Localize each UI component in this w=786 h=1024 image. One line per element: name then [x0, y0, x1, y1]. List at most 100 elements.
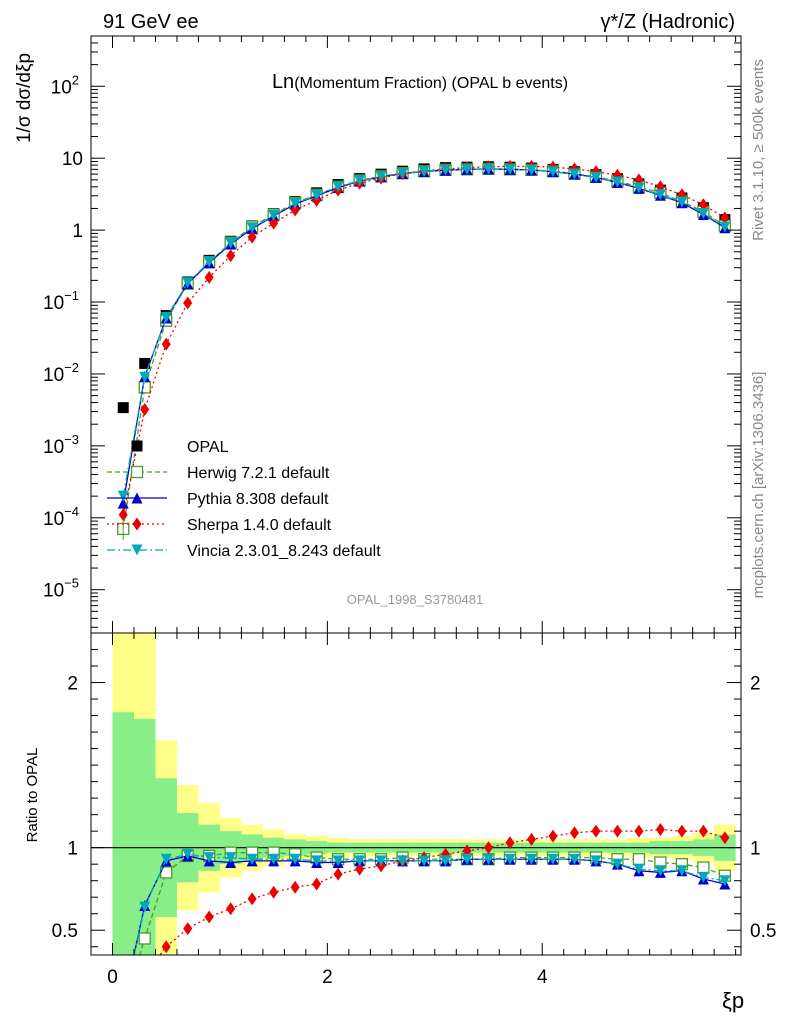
data-point — [611, 176, 623, 188]
data-point — [590, 171, 602, 183]
main-y-axis-label: 1/σ dσ/dξp — [14, 53, 35, 143]
ratio-data-point — [312, 877, 322, 891]
data-point — [547, 166, 559, 178]
y-tick-label: 10−4 — [43, 504, 79, 530]
y-tick-label: 102 — [51, 72, 79, 98]
data-point — [269, 216, 279, 230]
data-point — [311, 189, 323, 201]
ratio-data-point — [719, 875, 731, 887]
data-point — [418, 165, 430, 177]
data-point — [139, 371, 151, 383]
ratio-y-axis-label: Ratio to OPAL — [24, 748, 41, 843]
data-point — [332, 181, 344, 193]
y-tick-label: 10−1 — [43, 288, 79, 314]
ratio-data-point — [161, 940, 171, 954]
legend-label: OPAL — [187, 439, 229, 456]
ratio-data-point — [118, 999, 129, 1010]
ratio-data-point — [160, 853, 172, 865]
data-point — [697, 208, 709, 220]
main-title-prefix: Ln — [272, 71, 294, 93]
ratio-data-point — [289, 853, 301, 865]
legend-entry: Sherpa 1.4.0 default — [107, 517, 332, 534]
series-line — [122, 165, 726, 515]
data-point — [247, 230, 257, 244]
ratio-data-point — [526, 832, 536, 846]
ratio-data-point — [332, 855, 344, 867]
legend-entry: Herwig 7.2.1 default — [107, 465, 330, 482]
data-point — [375, 171, 387, 183]
y-tick-label: 10 — [62, 149, 83, 170]
watermark-label: OPAL_1998_S3780481 — [347, 592, 483, 607]
ratio-data-point — [118, 1004, 129, 1015]
ratio-data-point — [354, 855, 366, 867]
ratio-series-line — [139, 851, 726, 955]
ratio-data-point — [225, 852, 237, 864]
ratio-data-point — [247, 892, 257, 906]
data-point — [117, 490, 129, 502]
ratio-data-point — [118, 997, 129, 1008]
series-line — [122, 168, 726, 497]
legend-marker — [132, 517, 142, 531]
data-point — [118, 508, 128, 522]
ratio-data-point — [203, 852, 215, 864]
x-axis-label: ξp — [722, 988, 744, 1013]
ratio-data-point — [525, 853, 537, 865]
ratio-data-point — [568, 853, 580, 865]
ratio-data-point — [632, 853, 646, 866]
y-tick-label: 10−2 — [43, 360, 79, 386]
legend-label: Pythia 8.308 default — [187, 491, 329, 508]
ratio-data-point — [505, 836, 515, 850]
data-point — [290, 203, 300, 217]
ratio-data-point — [290, 880, 300, 894]
data-point — [226, 249, 236, 263]
data-point — [440, 164, 452, 176]
rivet-label: Rivet 3.1.10, ≥ 500k events — [750, 59, 767, 241]
legend-marker — [131, 544, 143, 556]
main-panel: Ln(Momentum Fraction) (OPAL b events) OP… — [14, 53, 732, 607]
data-point — [676, 196, 688, 208]
ratio-data-point — [461, 853, 473, 865]
data-point — [160, 311, 172, 323]
ratio-data-point — [140, 968, 149, 981]
data-point — [161, 337, 171, 351]
ratio-data-point — [226, 902, 236, 916]
data-point — [117, 497, 129, 509]
data-point — [117, 402, 129, 414]
ratio-data-point — [633, 863, 645, 875]
ratio-series-line — [133, 853, 725, 955]
ratio-data-point — [612, 824, 622, 838]
ratio-y-tick-label: 0.5 — [52, 921, 78, 942]
legend-label: Herwig 7.2.1 default — [187, 465, 330, 482]
ratio-data-point — [654, 865, 666, 877]
data-point — [139, 357, 151, 369]
data-point — [654, 189, 666, 201]
ratio-data-point — [720, 831, 730, 845]
mcplots-label: mcplots.cern.ch [arXiv:1306.3436] — [750, 372, 767, 599]
legend-entry: Vincia 2.3.01_8.243 default — [107, 543, 381, 560]
data-point — [203, 256, 215, 268]
ratio-y-tick-label-right: 0.5 — [750, 921, 776, 942]
x-tick-label: 2 — [322, 967, 333, 988]
ratio-data-point — [655, 823, 665, 837]
ratio-data-point — [611, 858, 623, 870]
header-right: γ*/Z (Hadronic) — [601, 11, 735, 33]
main-title-rest: (Momentum Fraction) (OPAL b events) — [294, 75, 568, 92]
series-0 — [117, 161, 731, 414]
uncertainty-band-green — [112, 712, 134, 955]
ratio-y-tick-label: 2 — [67, 674, 78, 695]
data-point — [525, 164, 537, 176]
data-point — [268, 209, 280, 221]
ratio-data-point — [139, 901, 151, 913]
legend-marker — [131, 440, 143, 452]
ratio-data-point — [484, 841, 494, 855]
header-left: 91 GeV ee — [103, 11, 199, 33]
uncertainty-band-green — [133, 718, 156, 955]
ratio-data-point — [375, 855, 387, 867]
data-point — [698, 198, 708, 212]
y-tick-label: 10−5 — [43, 576, 79, 602]
ratio-data-point — [677, 824, 687, 838]
data-point — [397, 167, 409, 179]
data-point — [354, 175, 366, 187]
ratio-data-point — [634, 824, 644, 838]
legend-marker — [130, 465, 144, 479]
